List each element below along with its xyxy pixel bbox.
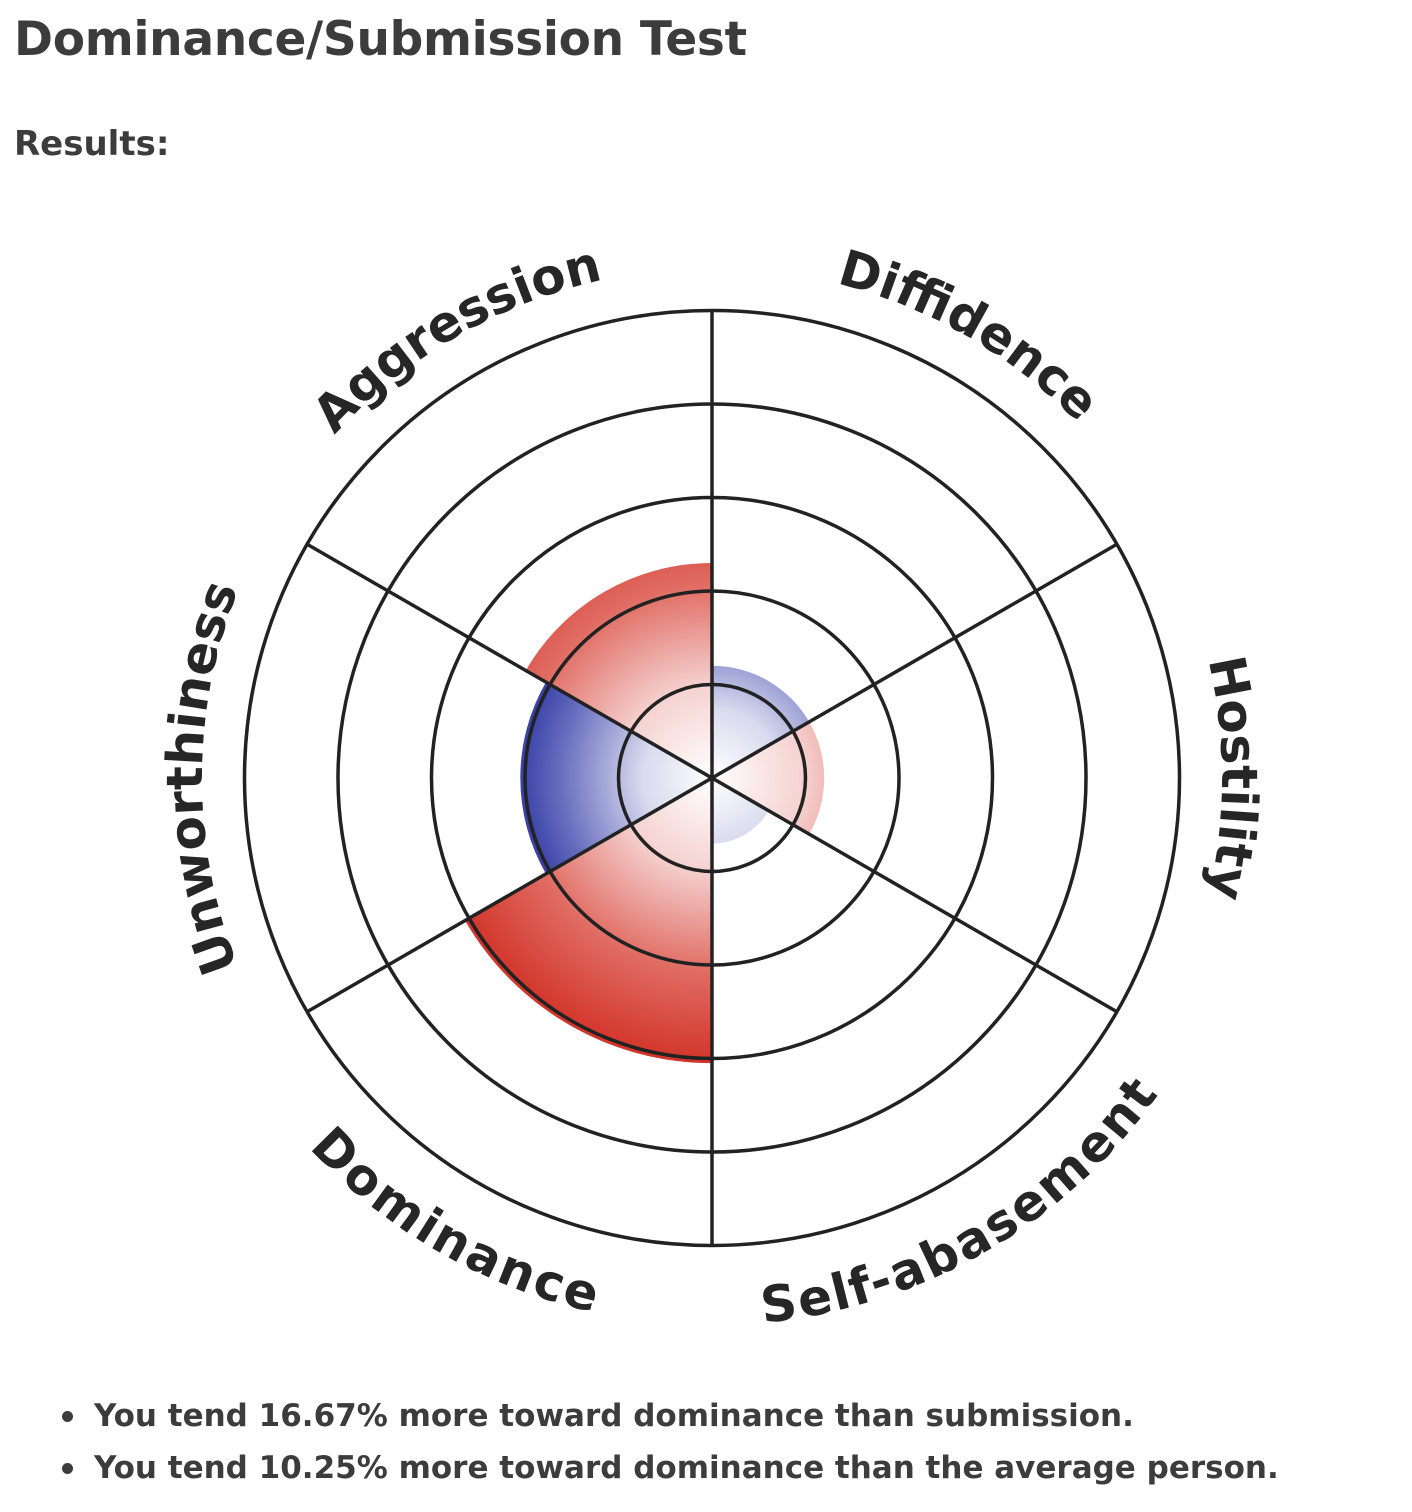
grid-spoke — [306, 542, 1118, 1014]
summary-list: You tend 16.67% more toward dominance th… — [58, 1394, 1279, 1498]
sector-hostility — [712, 721, 825, 835]
bullet-icon — [62, 1411, 73, 1422]
summary-text: You tend 16.67% more toward dominance th… — [94, 1398, 1134, 1434]
chart-label-diffidence: Diffidence — [833, 239, 1111, 432]
page-title: Dominance/Submission Test — [14, 12, 747, 67]
sector-self-abasement — [712, 778, 769, 844]
chart-label-hostility: Hostility — [1197, 651, 1268, 905]
chart-label-self-abasement: Self-abasement — [757, 1067, 1168, 1335]
sector-aggression — [525, 562, 712, 778]
sector-diffidence — [712, 665, 810, 778]
results-label: Results: — [14, 124, 170, 164]
summary-text: You tend 10.25% more toward dominance th… — [94, 1450, 1279, 1486]
chart-grid — [242, 308, 1182, 1248]
chart-label-unworthiness: Unworthiness — [156, 573, 249, 982]
chart-label-aggression: Aggression — [302, 235, 607, 443]
summary-item-submission: You tend 16.67% more toward dominance th… — [58, 1394, 1279, 1446]
sector-unworthiness — [520, 682, 712, 874]
bullet-icon — [62, 1463, 73, 1474]
summary-item-average: You tend 10.25% more toward dominance th… — [58, 1446, 1279, 1498]
